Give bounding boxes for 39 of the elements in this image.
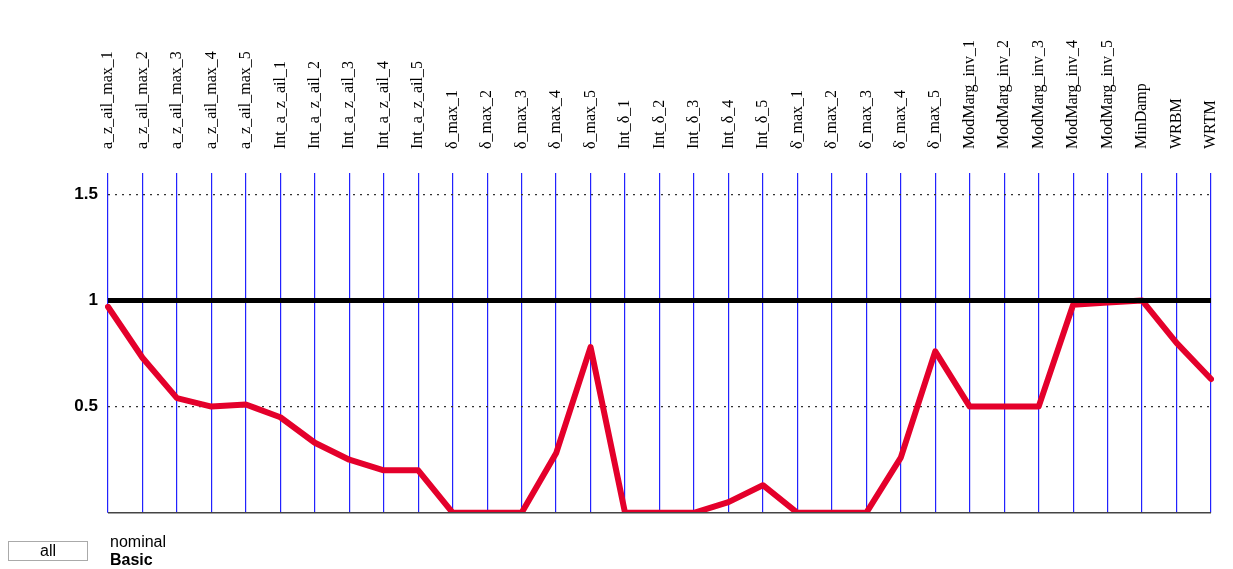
x-tick-label: ModMarg_inv_1 (959, 39, 978, 149)
x-tick-label: ModMarg_inv_3 (1028, 39, 1047, 149)
x-tick-label: MinDamp (1132, 83, 1151, 149)
x-tick-label: Int_δ_2 (649, 99, 667, 149)
x-tick-label: δ_max_4 (546, 89, 564, 149)
text: nominal (110, 533, 167, 551)
x-tick-label: δ_max_3 (511, 89, 529, 149)
x-tick-label: Int_δ_3 (684, 99, 702, 149)
x-tick-label: Int_δ_4 (718, 99, 736, 149)
x-tick-label: WRBM (1166, 98, 1184, 149)
x-tick-label: ModMarg_inv_4 (1063, 39, 1082, 149)
x-tick-label: a_z_ail_max_4 (201, 51, 219, 149)
text: Basic (110, 551, 153, 569)
x-tick-label: a_z_ail_max_2 (132, 51, 150, 149)
x-tick-label: δ_max_1 (442, 89, 460, 149)
x-tick-label: WRTM (1201, 100, 1219, 149)
x-tick-label: a_z_ail_max_5 (236, 51, 254, 149)
x-tick-label: δ̇_max_4 (890, 89, 908, 149)
text: all (8, 541, 88, 561)
x-tick-label: Int_a_z_ail_4 (373, 61, 391, 149)
x-tick-label: a_z_ail_max_1 (98, 51, 116, 149)
x-tick-label: δ̇_max_3 (856, 89, 874, 149)
x-tick-label: Int_δ_5 (753, 99, 771, 149)
x-tick-label: Int_a_z_ail_2 (305, 61, 323, 149)
y-tick-label: 1 (88, 290, 98, 310)
x-tick-label: δ_max_2 (477, 89, 495, 149)
y-tick-label: 0.5 (74, 396, 98, 416)
y-tick-label: 1.5 (74, 183, 98, 203)
x-tick-label: ModMarg_inv_5 (1097, 39, 1116, 149)
x-tick-label: Int_a_z_ail_5 (408, 61, 426, 149)
x-tick-label: Int_a_z_ail_3 (339, 61, 357, 149)
x-tick-label: Int_a_z_ail_1 (270, 61, 288, 149)
x-tick-label: δ_max_5 (580, 89, 598, 149)
x-tick-label: ModMarg_inv_2 (994, 39, 1013, 149)
x-tick-label: δ̇_max_5 (925, 89, 943, 149)
x-tick-label: δ̇_max_2 (822, 89, 840, 149)
x-tick-label: a_z_ail_max_3 (167, 51, 185, 149)
x-tick-label: Int_δ_1 (615, 99, 633, 149)
x-tick-label: δ̇_max_1 (787, 89, 805, 149)
